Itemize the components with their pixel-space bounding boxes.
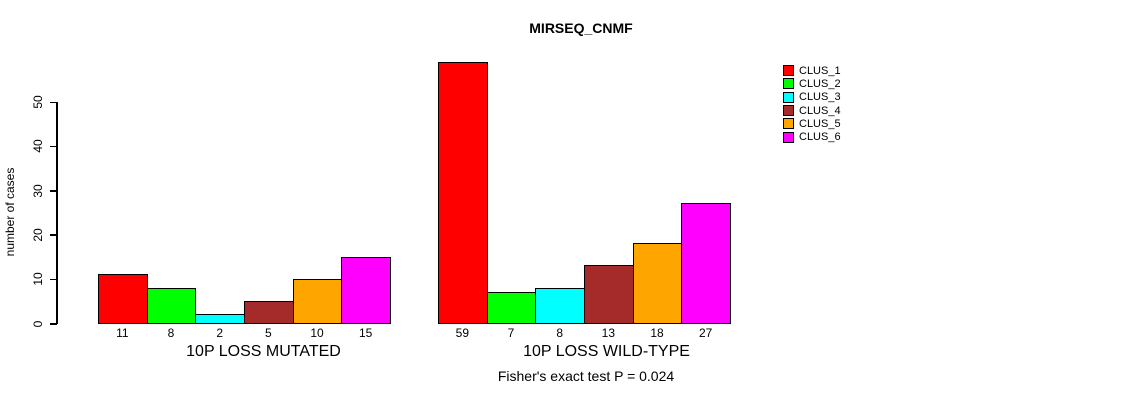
chart-title: MIRSEQ_CNMF	[529, 20, 633, 36]
bar-value-label: 2	[216, 326, 224, 340]
bar-value-label: 7	[507, 326, 515, 340]
bar-value-label: 8	[556, 326, 564, 340]
x-axis-group-label: 10P LOSS MUTATED	[186, 343, 341, 360]
bar	[438, 61, 488, 324]
fisher-test-annotation: Fisher's exact test P = 0.024	[497, 368, 675, 384]
y-axis-label: number of cases	[3, 167, 17, 257]
bar-value-label: 10	[310, 326, 324, 340]
legend-swatch	[783, 131, 794, 143]
bar	[632, 243, 683, 324]
y-axis-tick	[50, 278, 57, 281]
y-axis-tick	[50, 101, 57, 104]
legend-label: CLUS_3	[799, 91, 841, 104]
bar	[244, 300, 294, 324]
legend-swatch	[783, 118, 794, 130]
legend-item: CLUS_3	[783, 91, 841, 104]
legend-swatch	[783, 91, 794, 103]
bar	[535, 287, 585, 324]
y-axis-line	[56, 101, 58, 324]
legend-label: CLUS_2	[799, 77, 841, 90]
y-axis-tick	[50, 145, 57, 148]
y-axis-tick	[50, 323, 57, 325]
legend-item: CLUS_4	[783, 104, 841, 117]
y-axis-tick-label: 10	[30, 272, 45, 286]
bar	[341, 256, 391, 324]
bar	[292, 278, 343, 324]
y-axis-tick-label: 30	[30, 183, 45, 198]
legend-swatch	[783, 65, 794, 77]
bar	[584, 265, 634, 324]
bar-value-label: 5	[265, 326, 272, 340]
legend-item: CLUS_6	[783, 130, 841, 143]
y-axis-tick	[50, 234, 57, 236]
y-axis-tick	[50, 190, 57, 192]
legend-swatch	[783, 105, 794, 117]
legend-label: CLUS_1	[799, 64, 841, 77]
legend-label: CLUS_6	[799, 131, 841, 144]
legend-item: CLUS_5	[783, 117, 841, 130]
legend-swatch	[783, 78, 794, 90]
bar-value-label: 15	[358, 326, 373, 340]
bar	[146, 287, 197, 324]
bar-value-label: 18	[650, 326, 664, 340]
bar-value-label: 13	[601, 326, 616, 340]
legend: CLUS_1 CLUS_2 CLUS_3 CLUS_4 CLUS_5 CLUS_6	[783, 64, 841, 144]
y-axis-tick-label: 0	[30, 320, 45, 327]
y-axis-tick-label: 40	[30, 139, 45, 154]
y-axis-tick-label: 20	[30, 228, 45, 242]
bar	[486, 291, 537, 324]
legend-label: CLUS_5	[799, 117, 841, 130]
bar-value-label: 59	[455, 326, 470, 340]
bar	[98, 274, 148, 324]
legend-label: CLUS_4	[799, 104, 841, 117]
y-axis-tick-label: 50	[30, 95, 45, 109]
bar	[681, 203, 731, 324]
bar-value-label: 11	[116, 326, 129, 340]
bar-value-label: 8	[167, 326, 175, 340]
x-axis-group-label: 10P LOSS WILD-TYPE	[523, 343, 690, 360]
legend-item: CLUS_1	[783, 64, 841, 77]
bar	[195, 314, 245, 324]
bar-value-label: 27	[698, 326, 713, 340]
legend-item: CLUS_2	[783, 77, 841, 90]
